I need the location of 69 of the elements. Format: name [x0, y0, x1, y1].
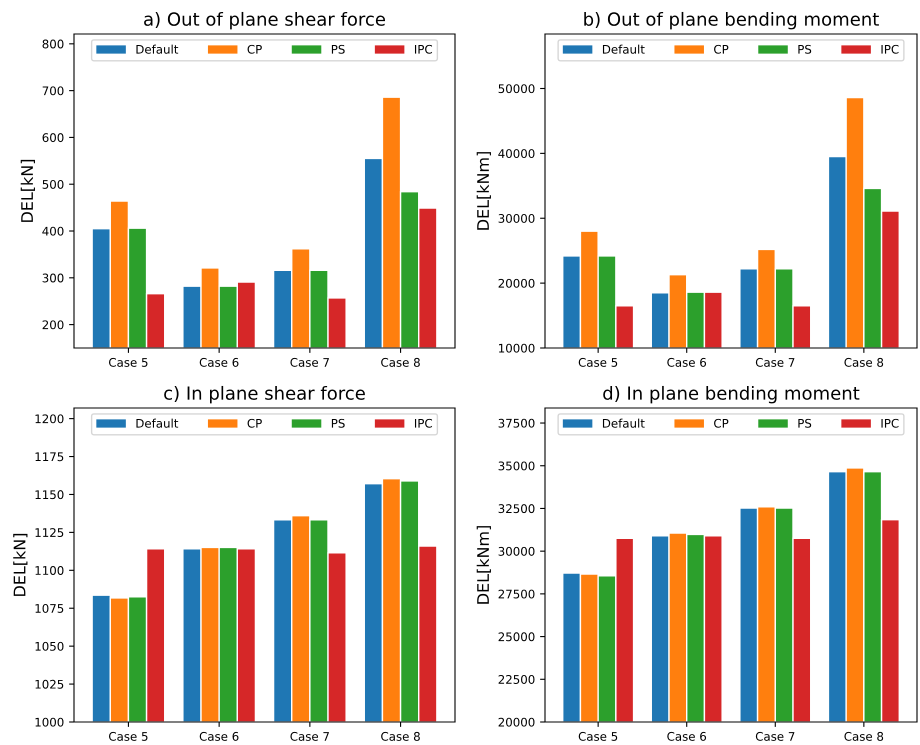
legend-label: PS — [332, 418, 345, 428]
legend-label: Default — [602, 44, 645, 54]
y-tick-label: 800 — [42, 40, 64, 48]
x-tick-label: Case 7 — [290, 732, 329, 741]
y-tick-label: 20000 — [498, 718, 534, 727]
y-tick-label: 700 — [42, 86, 64, 96]
y-tick-label: 600 — [42, 133, 64, 142]
y-axis-title: DEL[kN] — [13, 534, 28, 596]
y-tick-label: 1150 — [36, 490, 64, 500]
y-tick-label: 1050 — [36, 642, 64, 651]
y-tick-label: 27500 — [498, 590, 534, 599]
legend-label: IPC — [414, 418, 432, 428]
y-tick-label: 50000 — [498, 84, 534, 94]
x-tick-label: Case 7 — [290, 358, 329, 367]
y-axis-title: DEL[kNm] — [476, 526, 491, 604]
y-tick-label: 1100 — [36, 566, 64, 575]
x-tick-label: Case 5 — [109, 358, 148, 367]
x-tick-label: Case 6 — [200, 358, 238, 367]
legend-label: CP — [714, 418, 728, 428]
legend-label: CP — [714, 44, 728, 54]
y-tick-label: 1200 — [36, 414, 64, 424]
legend-label: PS — [332, 44, 345, 54]
y-tick-label: 37500 — [498, 418, 534, 428]
y-axis-title: DEL[kN] — [20, 160, 35, 222]
legend-label: PS — [798, 418, 812, 428]
y-tick-label: 1025 — [36, 680, 64, 689]
legend-label: IPC — [881, 44, 899, 54]
legend-label: CP — [248, 418, 262, 428]
x-tick-label: Case 8 — [844, 358, 884, 367]
chart-title: d) In plane bending moment — [603, 386, 860, 404]
y-tick-label: 35000 — [498, 461, 534, 470]
y-tick-label: 1175 — [36, 452, 64, 462]
x-tick-label: Case 8 — [381, 358, 420, 367]
y-tick-label: 1075 — [36, 604, 64, 613]
y-tick-label: 25000 — [498, 632, 534, 642]
x-tick-label: Case 8 — [381, 732, 420, 741]
y-tick-label: 32500 — [498, 504, 534, 514]
legend-label: IPC — [414, 44, 432, 54]
x-tick-label: Case 5 — [578, 732, 618, 741]
legend-label: PS — [798, 44, 812, 54]
x-tick-label: Case 5 — [109, 732, 148, 741]
y-tick-label: 20000 — [498, 278, 534, 288]
y-tick-label: 200 — [42, 320, 64, 330]
legend-label: Default — [136, 44, 178, 54]
y-tick-label: 300 — [42, 274, 64, 282]
x-tick-label: Case 6 — [200, 732, 238, 741]
legend-label: Default — [136, 418, 178, 428]
legend-label: IPC — [881, 418, 899, 428]
legend-label: CP — [248, 44, 262, 54]
x-tick-label: Case 8 — [844, 732, 884, 741]
x-tick-label: Case 6 — [667, 732, 706, 741]
y-tick-label: 30000 — [498, 546, 534, 556]
y-axis-title: DEL[kNm] — [476, 152, 491, 230]
y-tick-label: 40000 — [498, 149, 534, 158]
x-tick-label: Case 7 — [756, 358, 794, 367]
y-tick-label: 22500 — [498, 675, 534, 684]
x-tick-label: Case 7 — [756, 732, 794, 741]
y-tick-label: 500 — [42, 180, 64, 189]
chart-title: a) Out of plane shear force — [144, 12, 386, 30]
legend-label: Default — [602, 418, 645, 428]
y-tick-label: 400 — [42, 226, 64, 236]
x-tick-label: Case 5 — [578, 358, 618, 367]
x-tick-label: Case 6 — [667, 358, 706, 367]
chart-title: b) Out of plane bending moment — [584, 12, 879, 30]
chart-title: c) In plane shear force — [164, 386, 365, 404]
y-tick-label: 1125 — [36, 528, 64, 538]
y-tick-label: 1000 — [36, 718, 64, 727]
y-tick-label: 30000 — [498, 214, 534, 223]
y-tick-label: 10000 — [499, 344, 534, 353]
